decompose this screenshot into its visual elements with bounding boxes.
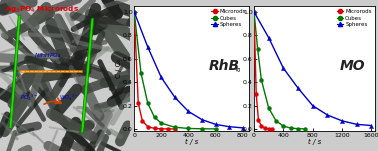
Text: Ag$_3$PO$_4$ Microrods: Ag$_3$PO$_4$ Microrods: [5, 5, 79, 15]
Text: MO: MO: [340, 59, 365, 73]
Text: RhB: RhB: [209, 59, 240, 73]
Text: WO$_4$$^{3-}$: WO$_4$$^{3-}$: [59, 93, 79, 103]
Text: Na$_2$HPO$_4$: Na$_2$HPO$_4$: [34, 51, 62, 60]
Y-axis label: a: a: [235, 67, 242, 71]
Legend: Microrods, Cubes, Spheres: Microrods, Cubes, Spheres: [211, 9, 247, 28]
X-axis label: t / s: t / s: [185, 139, 198, 145]
Polygon shape: [9, 15, 21, 128]
Y-axis label: C / C₀: C / C₀: [116, 59, 122, 78]
Legend: Microrods, Cubes, Spheres: Microrods, Cubes, Spheres: [336, 9, 372, 28]
Polygon shape: [81, 18, 94, 133]
X-axis label: t / s: t / s: [308, 139, 321, 145]
Text: PO$_4$$^{3-}$: PO$_4$$^{3-}$: [20, 93, 38, 103]
